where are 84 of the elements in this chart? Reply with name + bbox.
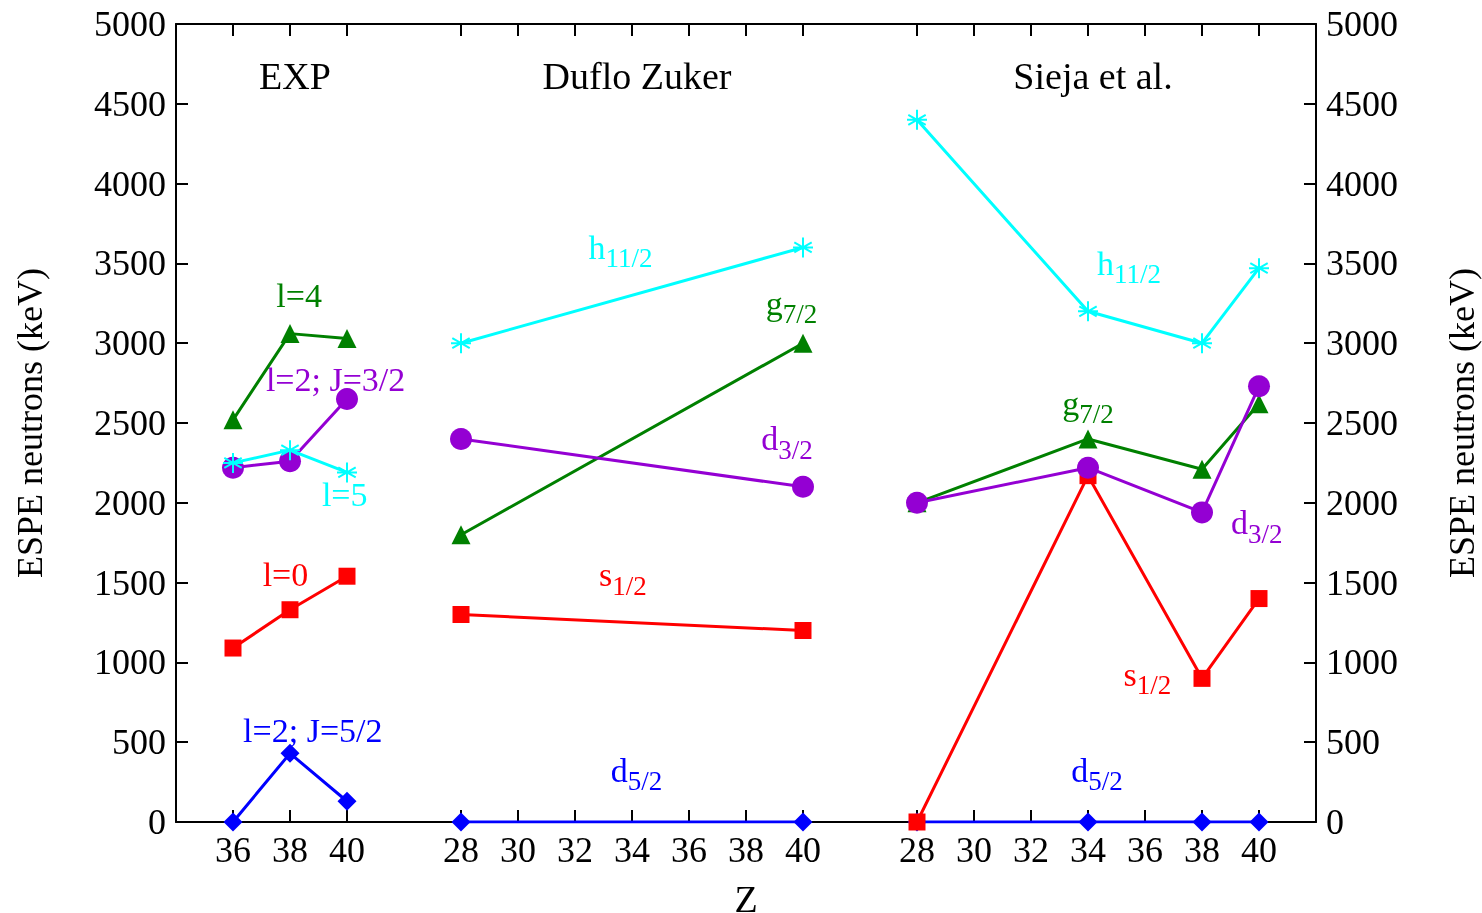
y-tick-label: 2000: [94, 482, 166, 523]
point: [1250, 590, 1268, 608]
point: [1191, 501, 1213, 524]
x-tick-label: 32: [1013, 830, 1049, 870]
y2-tick-label: 4000: [1326, 163, 1398, 204]
point: [281, 601, 299, 619]
point: [223, 410, 243, 430]
y2-tick-label: 3500: [1326, 243, 1398, 284]
point: [1078, 812, 1098, 832]
point: [792, 475, 814, 498]
y2-tick-label: 5000: [1326, 4, 1398, 44]
y2-tick-label: 0: [1326, 802, 1344, 842]
y-tick-label: 0: [148, 802, 166, 842]
y-tick-label: 5000: [94, 4, 166, 44]
y-tick-label: 2500: [94, 403, 166, 443]
series-label: l=0: [262, 556, 309, 594]
point: [906, 108, 928, 131]
x-tick-label: 36: [1127, 830, 1163, 870]
y2-tick-label: 1500: [1326, 562, 1398, 603]
point: [338, 567, 356, 585]
point: [337, 791, 357, 811]
x-tick-label: 36: [215, 830, 251, 870]
x-tick-label: 28: [443, 830, 479, 870]
y-tick-label: 500: [112, 722, 166, 763]
y-tick-label: 1500: [94, 562, 166, 603]
point: [223, 812, 243, 832]
point: [1193, 669, 1211, 687]
point: [450, 427, 472, 450]
point: [280, 324, 300, 344]
point: [224, 639, 242, 657]
y-tick-label: 4500: [94, 83, 166, 124]
point: [336, 461, 358, 484]
point: [1077, 456, 1099, 479]
point: [1078, 429, 1098, 449]
point: [1249, 812, 1269, 832]
x-tick-label: 40: [785, 830, 821, 870]
x-tick-label: 38: [1184, 830, 1220, 870]
point: [337, 328, 357, 348]
x-tick-label: 28: [899, 830, 935, 870]
y-tick-label: 3000: [94, 323, 166, 364]
x-tick-label: 40: [329, 830, 365, 870]
point: [794, 621, 812, 639]
y2-axis-title: ESPE neutrons (keV): [1442, 268, 1482, 578]
text: Sieja et al.: [1013, 55, 1173, 97]
point: [450, 332, 472, 355]
y-tick-label: 3500: [94, 243, 166, 284]
y2-tick-label: 500: [1326, 722, 1380, 763]
point: [222, 451, 244, 474]
text: EXP: [259, 55, 331, 97]
y2-tick-label: 2000: [1326, 482, 1398, 523]
y-axis-title: ESPE neutrons (keV): [10, 268, 50, 578]
y-tick-label: 1000: [94, 642, 166, 683]
x-tick-label: 38: [728, 830, 764, 870]
x-tick-label: 34: [614, 830, 650, 870]
series-label: l=2; J=3/2: [265, 360, 406, 398]
x-tick-label: 36: [671, 830, 707, 870]
point: [279, 439, 301, 462]
point: [1192, 459, 1212, 479]
point: [452, 606, 470, 624]
point: [1191, 332, 1213, 355]
x-tick-label: 34: [1070, 830, 1106, 870]
point: [1248, 375, 1270, 398]
x-tick-label: 30: [500, 830, 536, 870]
y2-tick-label: 3000: [1326, 323, 1398, 364]
point: [1192, 812, 1212, 832]
x-tick-label: 38: [272, 830, 308, 870]
point: [1077, 300, 1099, 323]
point: [792, 236, 814, 259]
x-tick-label: 32: [557, 830, 593, 870]
point: [451, 812, 471, 832]
series-label: l=4: [276, 276, 322, 314]
x-axis-title: Z: [734, 878, 758, 913]
y2-tick-label: 2500: [1326, 403, 1398, 443]
point: [793, 812, 813, 832]
y2-tick-label: 4500: [1326, 83, 1398, 124]
point: [1248, 257, 1270, 280]
text: Duflo Zuker: [542, 55, 732, 97]
series-label: l=5: [321, 476, 368, 514]
x-tick-label: 40: [1241, 830, 1277, 870]
y2-tick-label: 1000: [1326, 642, 1398, 683]
point: [1249, 394, 1269, 414]
x-tick-label: 30: [956, 830, 992, 870]
series-label: l=2; J=5/2: [243, 711, 383, 749]
y-tick-label: 4000: [94, 163, 166, 204]
